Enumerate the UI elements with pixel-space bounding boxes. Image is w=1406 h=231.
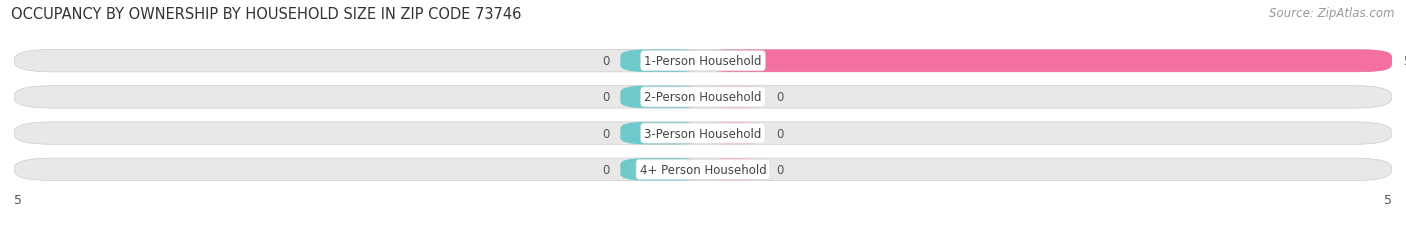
Text: 4+ Person Household: 4+ Person Household xyxy=(640,163,766,176)
FancyBboxPatch shape xyxy=(703,158,765,181)
Text: 2-Person Household: 2-Person Household xyxy=(644,91,762,104)
FancyBboxPatch shape xyxy=(620,158,703,181)
Text: 0: 0 xyxy=(776,163,783,176)
Text: 5: 5 xyxy=(1403,55,1406,68)
FancyBboxPatch shape xyxy=(620,50,703,73)
FancyBboxPatch shape xyxy=(14,122,1392,145)
Text: 0: 0 xyxy=(776,127,783,140)
Text: 5: 5 xyxy=(1384,193,1392,206)
FancyBboxPatch shape xyxy=(703,86,765,109)
FancyBboxPatch shape xyxy=(14,50,1392,73)
FancyBboxPatch shape xyxy=(14,158,1392,181)
FancyBboxPatch shape xyxy=(14,86,1392,109)
Text: 0: 0 xyxy=(776,91,783,104)
Text: 0: 0 xyxy=(602,163,609,176)
Text: OCCUPANCY BY OWNERSHIP BY HOUSEHOLD SIZE IN ZIP CODE 73746: OCCUPANCY BY OWNERSHIP BY HOUSEHOLD SIZE… xyxy=(11,7,522,22)
FancyBboxPatch shape xyxy=(703,122,765,145)
FancyBboxPatch shape xyxy=(703,50,1392,73)
Text: Source: ZipAtlas.com: Source: ZipAtlas.com xyxy=(1270,7,1395,20)
FancyBboxPatch shape xyxy=(620,86,703,109)
Text: 5: 5 xyxy=(14,193,22,206)
Text: 0: 0 xyxy=(602,55,609,68)
FancyBboxPatch shape xyxy=(620,122,703,145)
Text: 0: 0 xyxy=(602,91,609,104)
Text: 3-Person Household: 3-Person Household xyxy=(644,127,762,140)
Text: 0: 0 xyxy=(602,127,609,140)
Text: 1-Person Household: 1-Person Household xyxy=(644,55,762,68)
